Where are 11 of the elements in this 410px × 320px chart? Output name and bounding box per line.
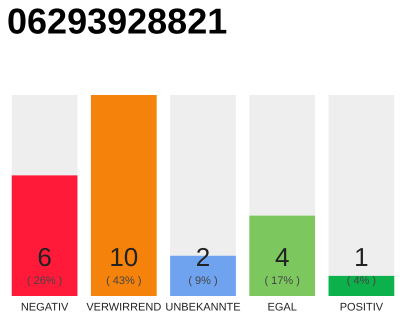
- x-tick-label: POSITIV: [340, 302, 384, 314]
- chart-title: 06293928821: [7, 0, 228, 42]
- x-tick-label: UNBEKANNTE: [165, 302, 241, 314]
- x-tick-label: EGAL: [268, 302, 297, 314]
- data-label: 10 ( 43% ): [106, 242, 142, 287]
- data-label: 6 ( 26% ): [26, 242, 62, 287]
- bar: [328, 276, 394, 296]
- data-label: 4 ( 17% ): [264, 242, 300, 287]
- x-tick-label: VERWIRREND: [86, 302, 162, 314]
- data-label: 1 ( 4% ): [346, 242, 376, 287]
- x-tick-label: NEGATIV: [20, 302, 69, 314]
